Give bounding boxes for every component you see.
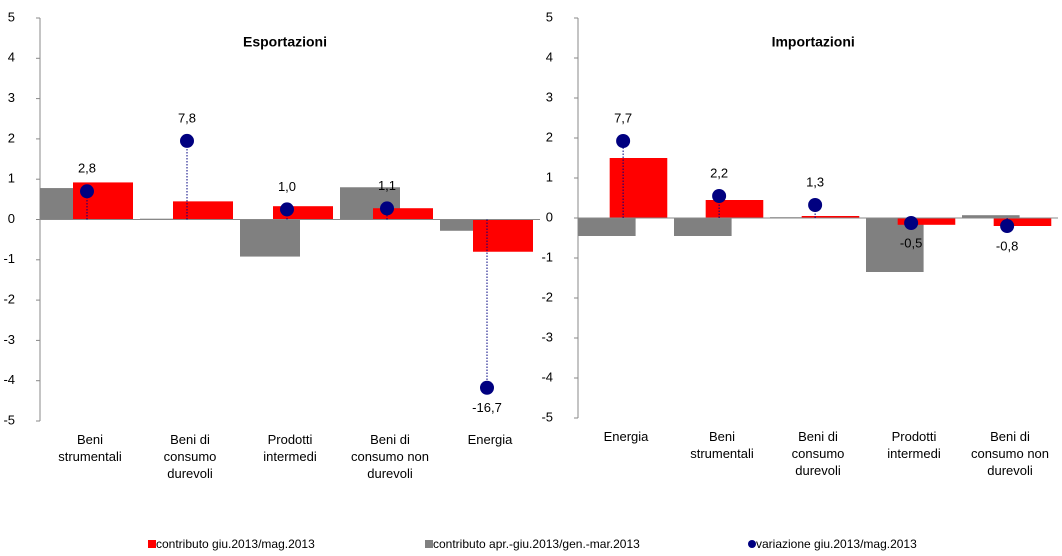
dot [808, 198, 823, 212]
bar [473, 219, 533, 252]
x-tick-label: Beni di consumo non durevoli [970, 429, 1050, 478]
x-tick-label: Beni di consumo durevoli [163, 432, 217, 481]
y-tick-label: 2 [546, 129, 553, 144]
legend-swatch [748, 540, 756, 548]
bar [674, 218, 732, 236]
y-tick-label: -4 [541, 369, 553, 384]
x-tick-label: Beni di consumo non durevoli [350, 432, 430, 481]
dot [180, 133, 194, 148]
bar [962, 215, 1020, 218]
data-label: 1,1 [378, 178, 396, 193]
y-tick-label: -5 [3, 412, 15, 427]
legend-label: contributo apr.-giu.2013/gen.-mar.2013 [433, 537, 640, 551]
dot [80, 184, 94, 199]
y-tick-label: -3 [3, 332, 15, 347]
dot [904, 216, 919, 230]
y-tick-label: -4 [3, 372, 15, 387]
bar [993, 218, 1052, 226]
y-tick-label: -2 [3, 292, 15, 307]
x-tick-label: Prodotti intermedi [887, 429, 941, 461]
legend-item: contributo giu.2013/mag.2013 [148, 537, 315, 551]
x-tick-label: Beni strumentali [690, 429, 754, 461]
dot [616, 134, 631, 148]
y-tick-label: 1 [546, 169, 553, 184]
data-label: -16,7 [472, 400, 502, 415]
bar [173, 201, 233, 220]
data-label: 2,2 [710, 165, 728, 180]
y-tick-label: -1 [541, 249, 553, 264]
bar [897, 218, 956, 225]
legend-item: variazione giu.2013/mag.2013 [748, 537, 917, 551]
y-tick-label: 3 [546, 89, 553, 104]
y-tick-label: -2 [541, 289, 553, 304]
chart-title: Esportazioni [243, 34, 327, 50]
x-tick-label: Prodotti intermedi [263, 432, 317, 464]
dot [380, 201, 394, 216]
bar [705, 200, 764, 218]
y-tick-label: 4 [8, 50, 15, 65]
y-tick-label: -1 [3, 251, 15, 266]
legend-swatch [425, 540, 433, 548]
bar [440, 219, 500, 231]
dot [280, 202, 294, 217]
y-tick-label: 5 [546, 9, 553, 24]
data-label: -0,5 [900, 235, 922, 250]
x-tick-label: Energia [603, 429, 649, 444]
bar [578, 218, 636, 236]
legend-swatch [148, 540, 156, 548]
x-tick-label: Energia [467, 432, 513, 447]
data-label: 7,8 [178, 110, 196, 125]
y-tick-label: 2 [8, 130, 15, 145]
y-tick-label: -5 [541, 409, 553, 424]
data-label: -0,8 [996, 238, 1018, 253]
legend-label: variazione giu.2013/mag.2013 [756, 537, 917, 551]
bar [609, 158, 668, 218]
y-tick-label: 5 [8, 9, 15, 24]
x-tick-label: Beni strumentali [58, 432, 122, 464]
y-tick-label: -3 [541, 329, 553, 344]
bar [240, 219, 300, 257]
dot [712, 189, 727, 203]
y-tick-label: 3 [8, 90, 15, 105]
dot [1000, 219, 1015, 233]
dot [480, 380, 494, 395]
bar [373, 208, 433, 220]
y-tick-label: 4 [546, 49, 553, 64]
data-label: 2,8 [78, 161, 96, 176]
y-tick-label: 0 [546, 209, 553, 224]
data-label: 7,7 [614, 110, 632, 125]
data-label: 1,3 [806, 174, 824, 189]
y-tick-label: 1 [8, 171, 15, 186]
bar [801, 216, 860, 218]
x-tick-label: Beni di consumo durevoli [791, 429, 845, 478]
legend-item: contributo apr.-giu.2013/gen.-mar.2013 [425, 537, 640, 551]
y-tick-label: 0 [8, 211, 15, 226]
chart-title: Importazioni [772, 34, 855, 50]
legend-label: contributo giu.2013/mag.2013 [156, 537, 315, 551]
data-label: 1,0 [278, 179, 296, 194]
